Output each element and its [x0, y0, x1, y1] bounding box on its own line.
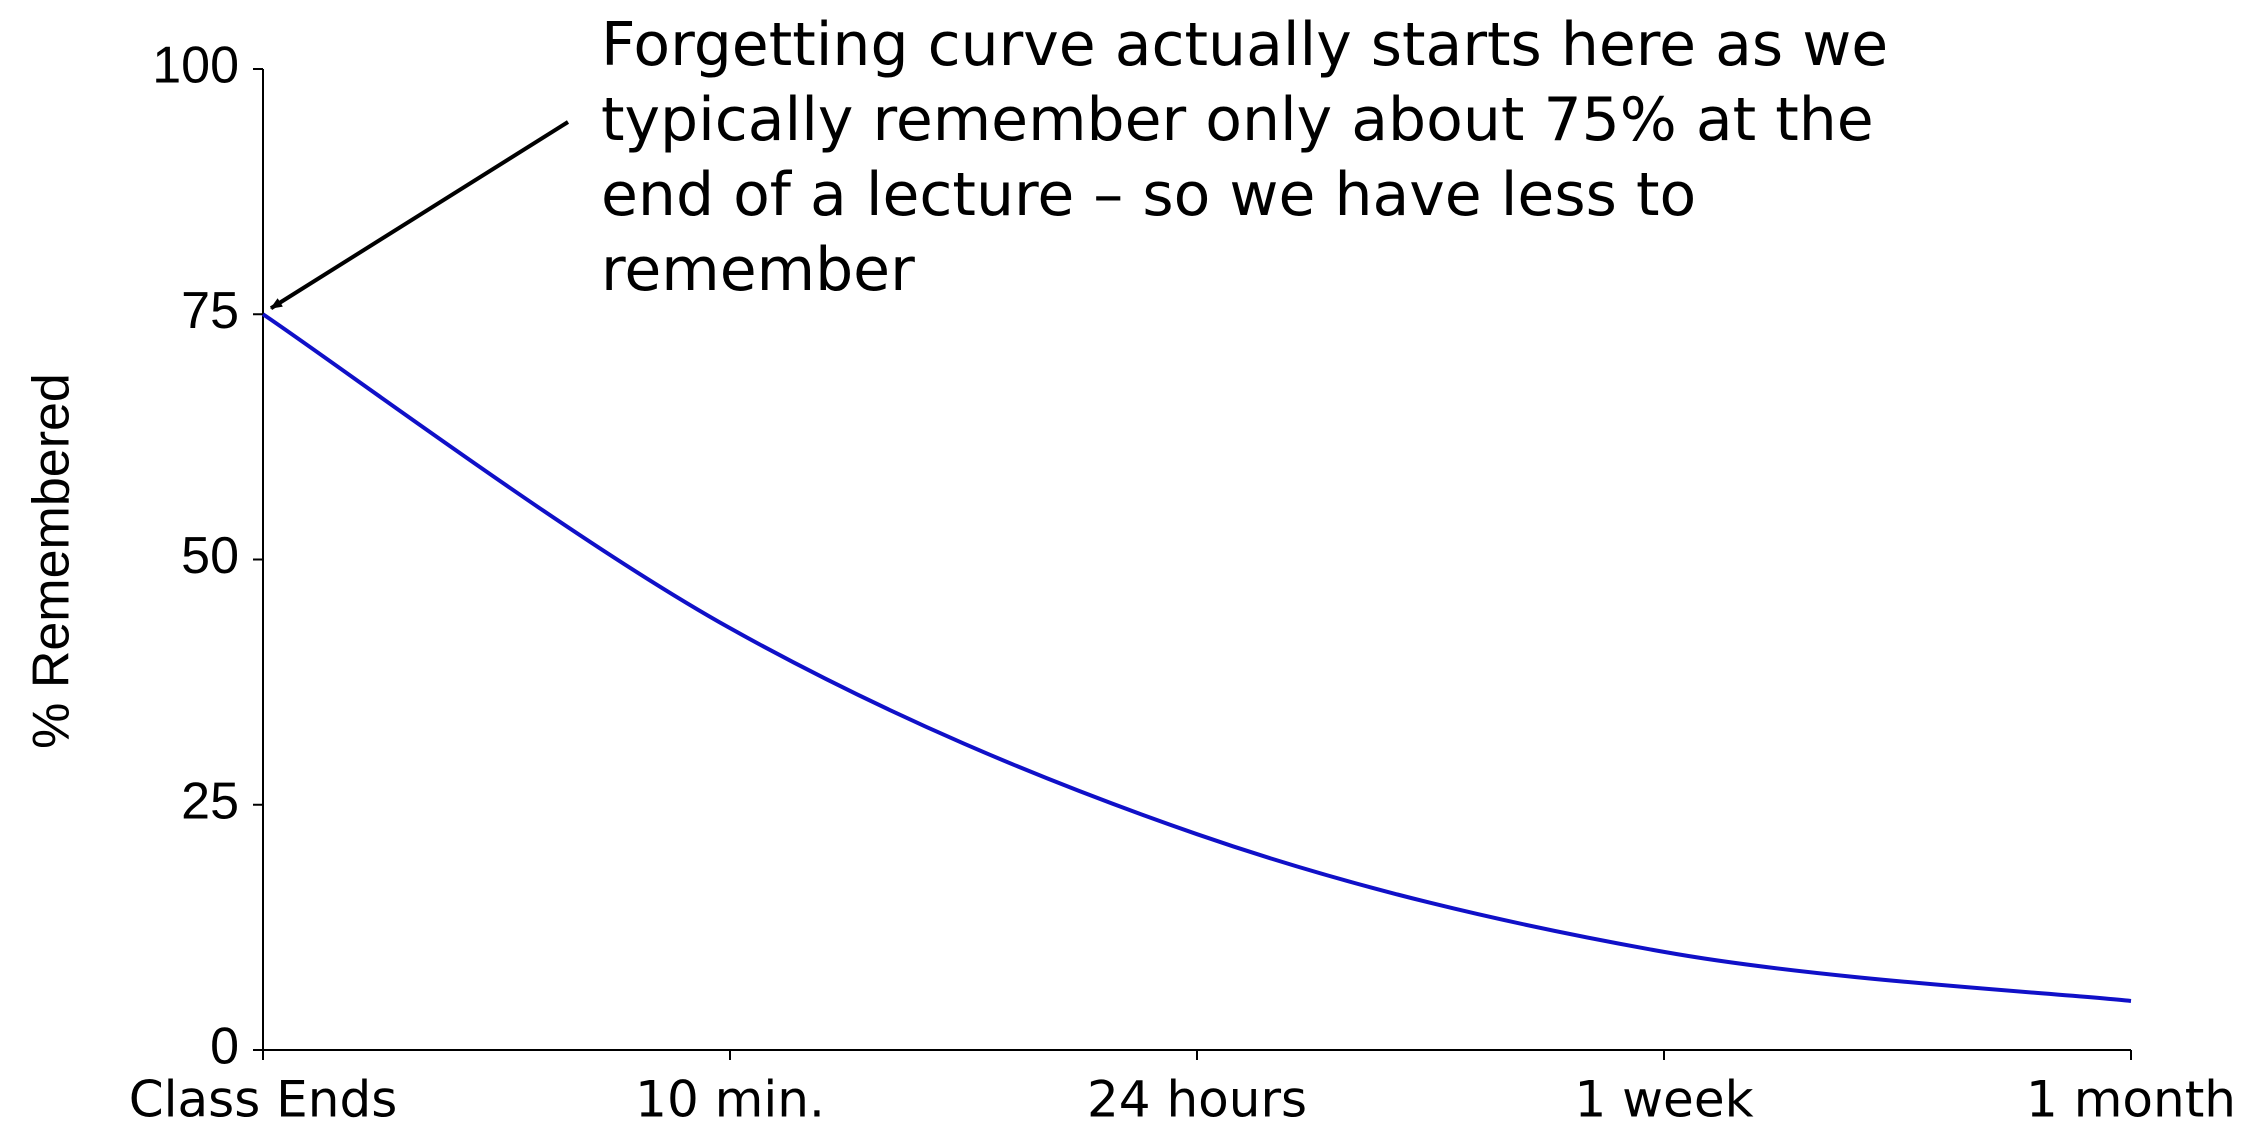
annotation-text: remember — [601, 235, 915, 305]
y-tick-label: 100 — [152, 37, 239, 95]
annotation-text: typically remember only about 75% at the — [601, 85, 1874, 155]
annotation-text: Forgetting curve actually starts here as… — [601, 10, 1888, 80]
x-tick-label: 10 min. — [635, 1071, 825, 1129]
x-tick-label: 1 month — [2026, 1071, 2236, 1129]
annotation-text: end of a lecture – so we have less to — [601, 160, 1696, 230]
y-tick-label: 25 — [181, 772, 239, 830]
data-line — [261, 312, 2132, 1003]
x-tick-label: 1 week — [1574, 1071, 1753, 1129]
y-tick-label: 50 — [181, 527, 239, 585]
x-tick-label: Class Ends — [129, 1071, 398, 1129]
y-tick-label: 0 — [210, 1018, 239, 1076]
x-tick-label: 24 hours — [1087, 1071, 1307, 1129]
y-tick-label: 75 — [181, 282, 239, 340]
annotation-arrow — [269, 120, 570, 310]
y-axis-label: % Remembered — [23, 373, 81, 749]
